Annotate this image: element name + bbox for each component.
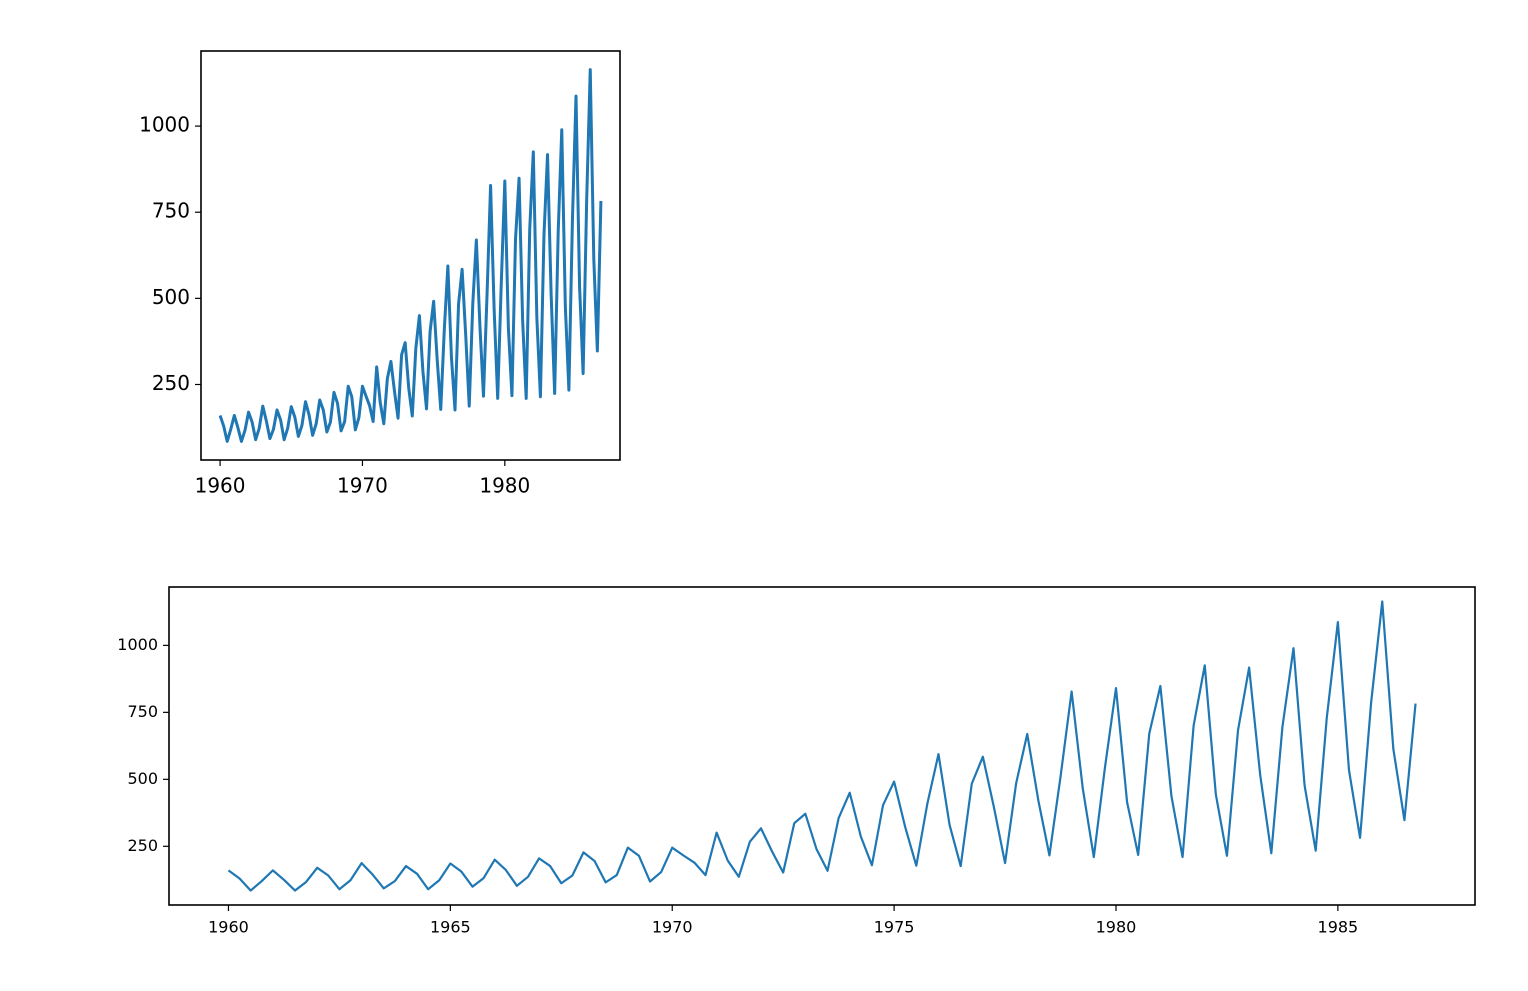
y-tick-label: 500: [127, 769, 158, 788]
axes-frame: [168, 586, 1476, 906]
y-tick-label: 1000: [139, 113, 190, 137]
x-tick-label: 1960: [195, 474, 246, 498]
y-tick-label: 500: [152, 285, 190, 309]
y-tick-label: 750: [152, 199, 190, 223]
x-tick-label: 1965: [430, 917, 471, 936]
y-tick-label: 750: [127, 702, 158, 721]
x-tick-label: 1970: [652, 917, 693, 936]
x-tick-label: 1980: [479, 474, 530, 498]
data-line: [227, 600, 1417, 892]
y-tick-label: 1000: [117, 635, 158, 654]
x-tick-label: 1980: [1096, 917, 1137, 936]
x-tick-label: 1985: [1318, 917, 1359, 936]
x-tick-label: 1970: [337, 474, 388, 498]
y-tick-label: 250: [152, 371, 190, 395]
x-tick-label: 1960: [208, 917, 249, 936]
axes-frame: [200, 50, 621, 461]
x-tick-label: 1975: [874, 917, 915, 936]
y-tick-label: 250: [127, 836, 158, 855]
data-line: [218, 68, 603, 443]
